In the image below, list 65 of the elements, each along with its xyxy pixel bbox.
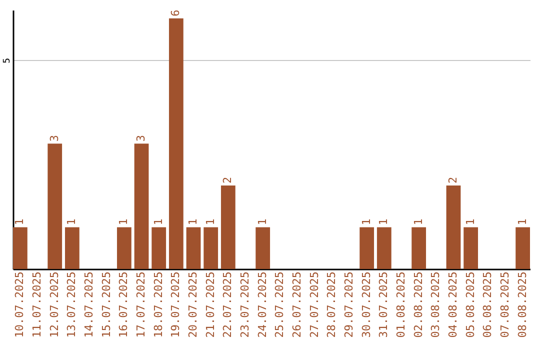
data-label: 1 — [13, 218, 26, 226]
x-tick-label: 21.07.2025 — [204, 272, 217, 338]
bar — [464, 227, 478, 269]
bar — [412, 227, 426, 269]
data-label: 1 — [186, 218, 200, 226]
x-tick-label: 31.07.2025 — [377, 272, 390, 338]
bar — [516, 227, 530, 269]
x-tick-label: 06.08.2025 — [481, 272, 494, 338]
data-label: 1 — [412, 218, 425, 226]
x-tick-label: 17.07.2025 — [134, 272, 148, 338]
x-tick-label: 25.07.2025 — [273, 272, 286, 338]
bar — [116, 227, 132, 269]
x-tick-label: 24.07.2025 — [256, 272, 269, 338]
bar — [64, 227, 80, 269]
bar — [376, 227, 392, 269]
x-tick-label: 30.07.2025 — [360, 272, 373, 338]
x-tick-label: 04.08.2025 — [446, 272, 460, 338]
x-tick-label: 01.08.2025 — [394, 272, 408, 338]
x-tick-label: 12.07.2025 — [48, 272, 61, 338]
bar — [186, 227, 201, 269]
x-tick-label: 13.07.2025 — [65, 272, 78, 338]
x-tick-label: 16.07.2025 — [117, 272, 130, 338]
data-label: 3 — [134, 135, 148, 142]
x-tick-label: 02.08.2025 — [412, 272, 425, 338]
bar — [134, 144, 149, 269]
bar — [168, 18, 184, 269]
x-tick-label: 18.07.2025 — [152, 272, 165, 338]
data-label: 6 — [169, 10, 182, 16]
data-label: 1 — [65, 218, 78, 226]
x-tick-label: 11.07.2025 — [30, 272, 44, 338]
x-tick-label: 26.07.2025 — [290, 272, 304, 338]
x-tick-label: 19.07.2025 — [169, 272, 182, 338]
x-tick-label: 15.07.2025 — [100, 272, 113, 338]
x-tick-label: 22.07.2025 — [221, 272, 234, 338]
x-tick-label: 08.08.2025 — [516, 272, 529, 338]
bar — [446, 185, 461, 269]
data-label: 1 — [377, 218, 390, 226]
data-label: 1 — [360, 218, 373, 226]
bar — [256, 227, 270, 269]
x-tick-label: 29.07.2025 — [342, 272, 356, 338]
x-tick-label: 07.08.2025 — [498, 272, 512, 338]
x-tick-label: 20.07.2025 — [186, 272, 200, 338]
x-tick-label: 23.07.2025 — [238, 272, 252, 338]
data-label: 2 — [221, 176, 234, 184]
bar — [360, 227, 374, 269]
x-tick-label: 05.08.2025 — [464, 272, 477, 338]
bar — [152, 227, 166, 269]
data-label: 1 — [464, 218, 477, 226]
data-label: 1 — [152, 218, 165, 226]
x-tick-label: 10.07.2025 — [13, 272, 26, 338]
x-tick-label: 03.08.2025 — [429, 272, 442, 338]
bar — [204, 227, 218, 269]
x-tick-label: 14.07.2025 — [82, 272, 96, 338]
data-label: 1 — [117, 218, 130, 226]
data-label: 3 — [48, 135, 61, 142]
data-label: 1 — [516, 218, 529, 226]
x-tick-label: 27.07.2025 — [308, 272, 321, 338]
y-tick-label: 5 — [2, 58, 12, 64]
data-label: 2 — [446, 176, 460, 184]
data-label: 1 — [256, 218, 269, 226]
x-tick-label: 28.07.2025 — [325, 272, 338, 338]
data-label: 1 — [204, 218, 217, 226]
bar — [220, 185, 236, 269]
bar — [13, 227, 28, 269]
bar — [48, 144, 62, 269]
